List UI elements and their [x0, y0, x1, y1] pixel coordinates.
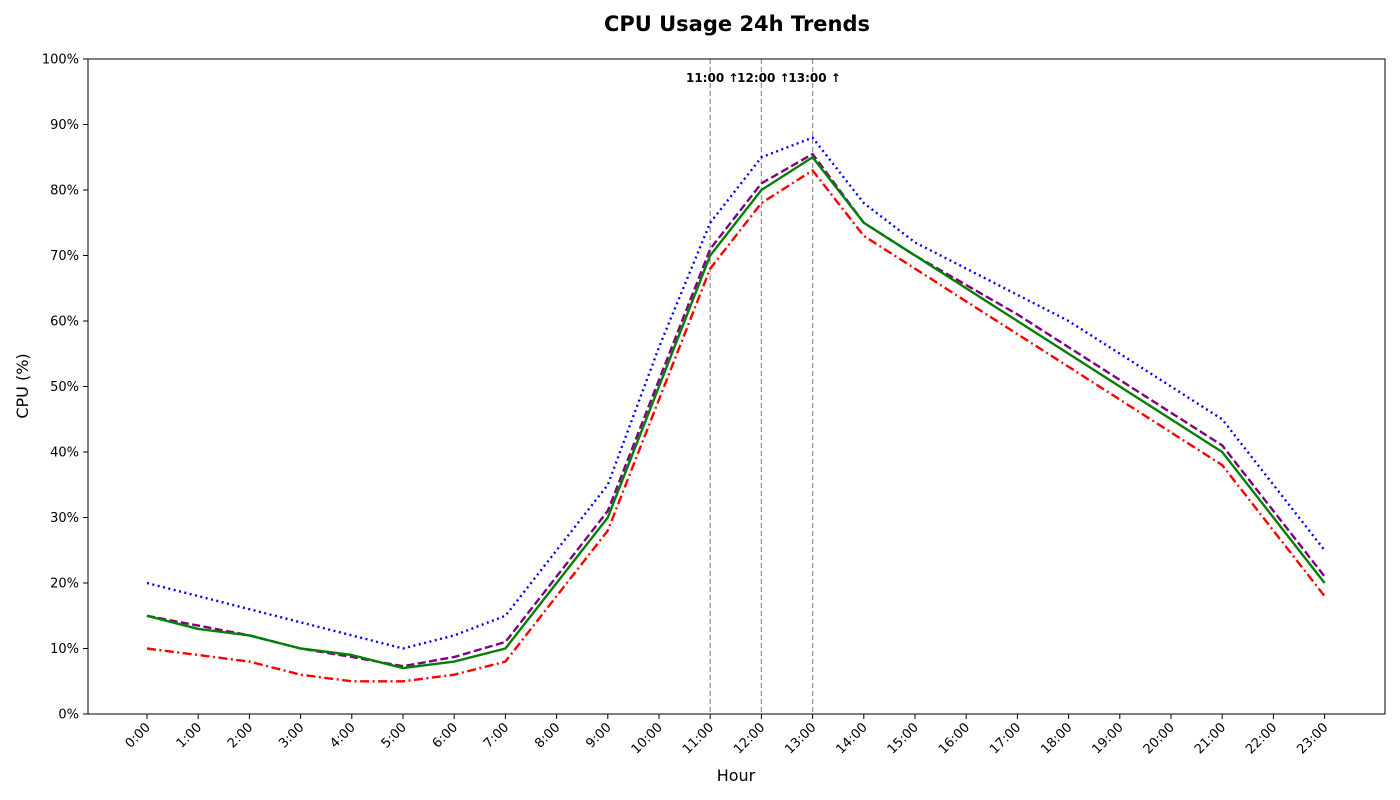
- x-axis-label: Hour: [717, 766, 756, 785]
- x-tick-label: 12:00: [731, 720, 768, 757]
- x-tick-label: 17:00: [987, 720, 1024, 757]
- x-tick-label: 1:00: [174, 720, 205, 751]
- x-tick-label: 19:00: [1090, 720, 1127, 757]
- x-tick-label: 10:00: [629, 720, 666, 757]
- x-tick-label: 11:00: [680, 720, 717, 757]
- plot-frame: [87, 58, 1386, 715]
- annotation-label: 11:00 ↑: [686, 71, 738, 85]
- plot-area: 11:00 ↑12:00 ↑13:00 ↑ 0% 10% 20% 30% 40% 50% 60…: [42, 53, 1386, 757]
- x-tick-label: 20:00: [1141, 720, 1178, 757]
- x-tick-label: 18:00: [1038, 720, 1075, 757]
- x-tick-label: 6:00: [430, 720, 461, 751]
- series-line-solid: [146, 156, 1326, 670]
- x-tick-label: 13:00: [782, 720, 819, 757]
- x-tick-label: 15:00: [885, 720, 922, 757]
- annotation-label: 12:00 ↑: [737, 71, 789, 85]
- series-line-dotted: [146, 136, 1326, 650]
- x-tick-label: 8:00: [532, 720, 563, 751]
- series-line-dashed: [146, 152, 1326, 668]
- y-tick-label: 90%: [50, 118, 79, 133]
- x-tick-label: 3:00: [276, 720, 307, 751]
- y-tick-label: 40%: [50, 446, 79, 461]
- y-tick-label: 60%: [50, 315, 79, 330]
- x-tick-label: 21:00: [1192, 720, 1229, 757]
- y-tick-label: 80%: [50, 184, 79, 199]
- annotation-label: 13:00 ↑: [788, 71, 840, 85]
- x-tick-label: 0:00: [123, 720, 154, 751]
- x-tick-label: 4:00: [327, 720, 358, 751]
- y-tick-label: 0%: [58, 708, 79, 723]
- x-tick-label: 16:00: [936, 720, 973, 757]
- series-line-dashdot: [146, 169, 1326, 683]
- x-tick-label: 14:00: [834, 720, 871, 757]
- x-tick-label: 23:00: [1294, 720, 1331, 757]
- x-tick-label: 22:00: [1243, 720, 1280, 757]
- y-tick-label: 70%: [50, 249, 79, 264]
- x-tick-label: 9:00: [583, 720, 614, 751]
- x-tick-label: 5:00: [379, 720, 410, 751]
- y-tick-label: 20%: [50, 577, 79, 592]
- y-tick-label: 50%: [50, 380, 79, 395]
- y-tick-label: 100%: [42, 53, 79, 68]
- y-tick-label: 30%: [50, 511, 79, 526]
- x-tick-label: 7:00: [481, 720, 512, 751]
- x-tick-label: 2:00: [225, 720, 256, 751]
- y-axis-label: CPU (%): [13, 353, 32, 418]
- chart-title: CPU Usage 24h Trends: [604, 12, 870, 36]
- y-tick-label: 10%: [50, 642, 79, 657]
